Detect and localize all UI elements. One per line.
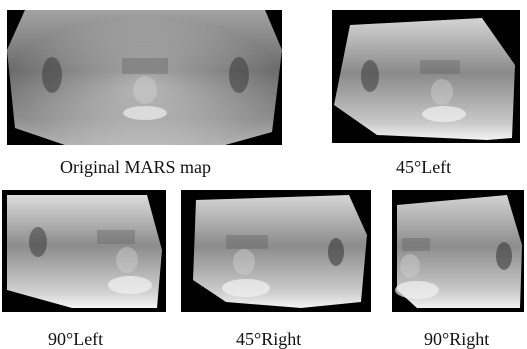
face-map-original	[7, 10, 282, 145]
face-map-45-right	[193, 195, 367, 308]
face-map-45-left	[334, 18, 515, 140]
panel-45-right	[181, 190, 371, 312]
caption-original-mars-map: Original MARS map	[60, 157, 211, 177]
face-map-90-right	[395, 195, 522, 308]
panel-original-mars-map	[7, 10, 282, 145]
caption-45-left: 45°Left	[396, 157, 452, 177]
panel-45-left	[332, 10, 520, 143]
panel-90-left	[2, 190, 166, 312]
face-map-90-left	[7, 195, 162, 308]
panel-90-right	[392, 190, 524, 312]
caption-90-left: 90°Left	[48, 329, 104, 349]
caption-90-right: 90°Right	[424, 329, 490, 349]
caption-45-right: 45°Right	[236, 329, 302, 349]
